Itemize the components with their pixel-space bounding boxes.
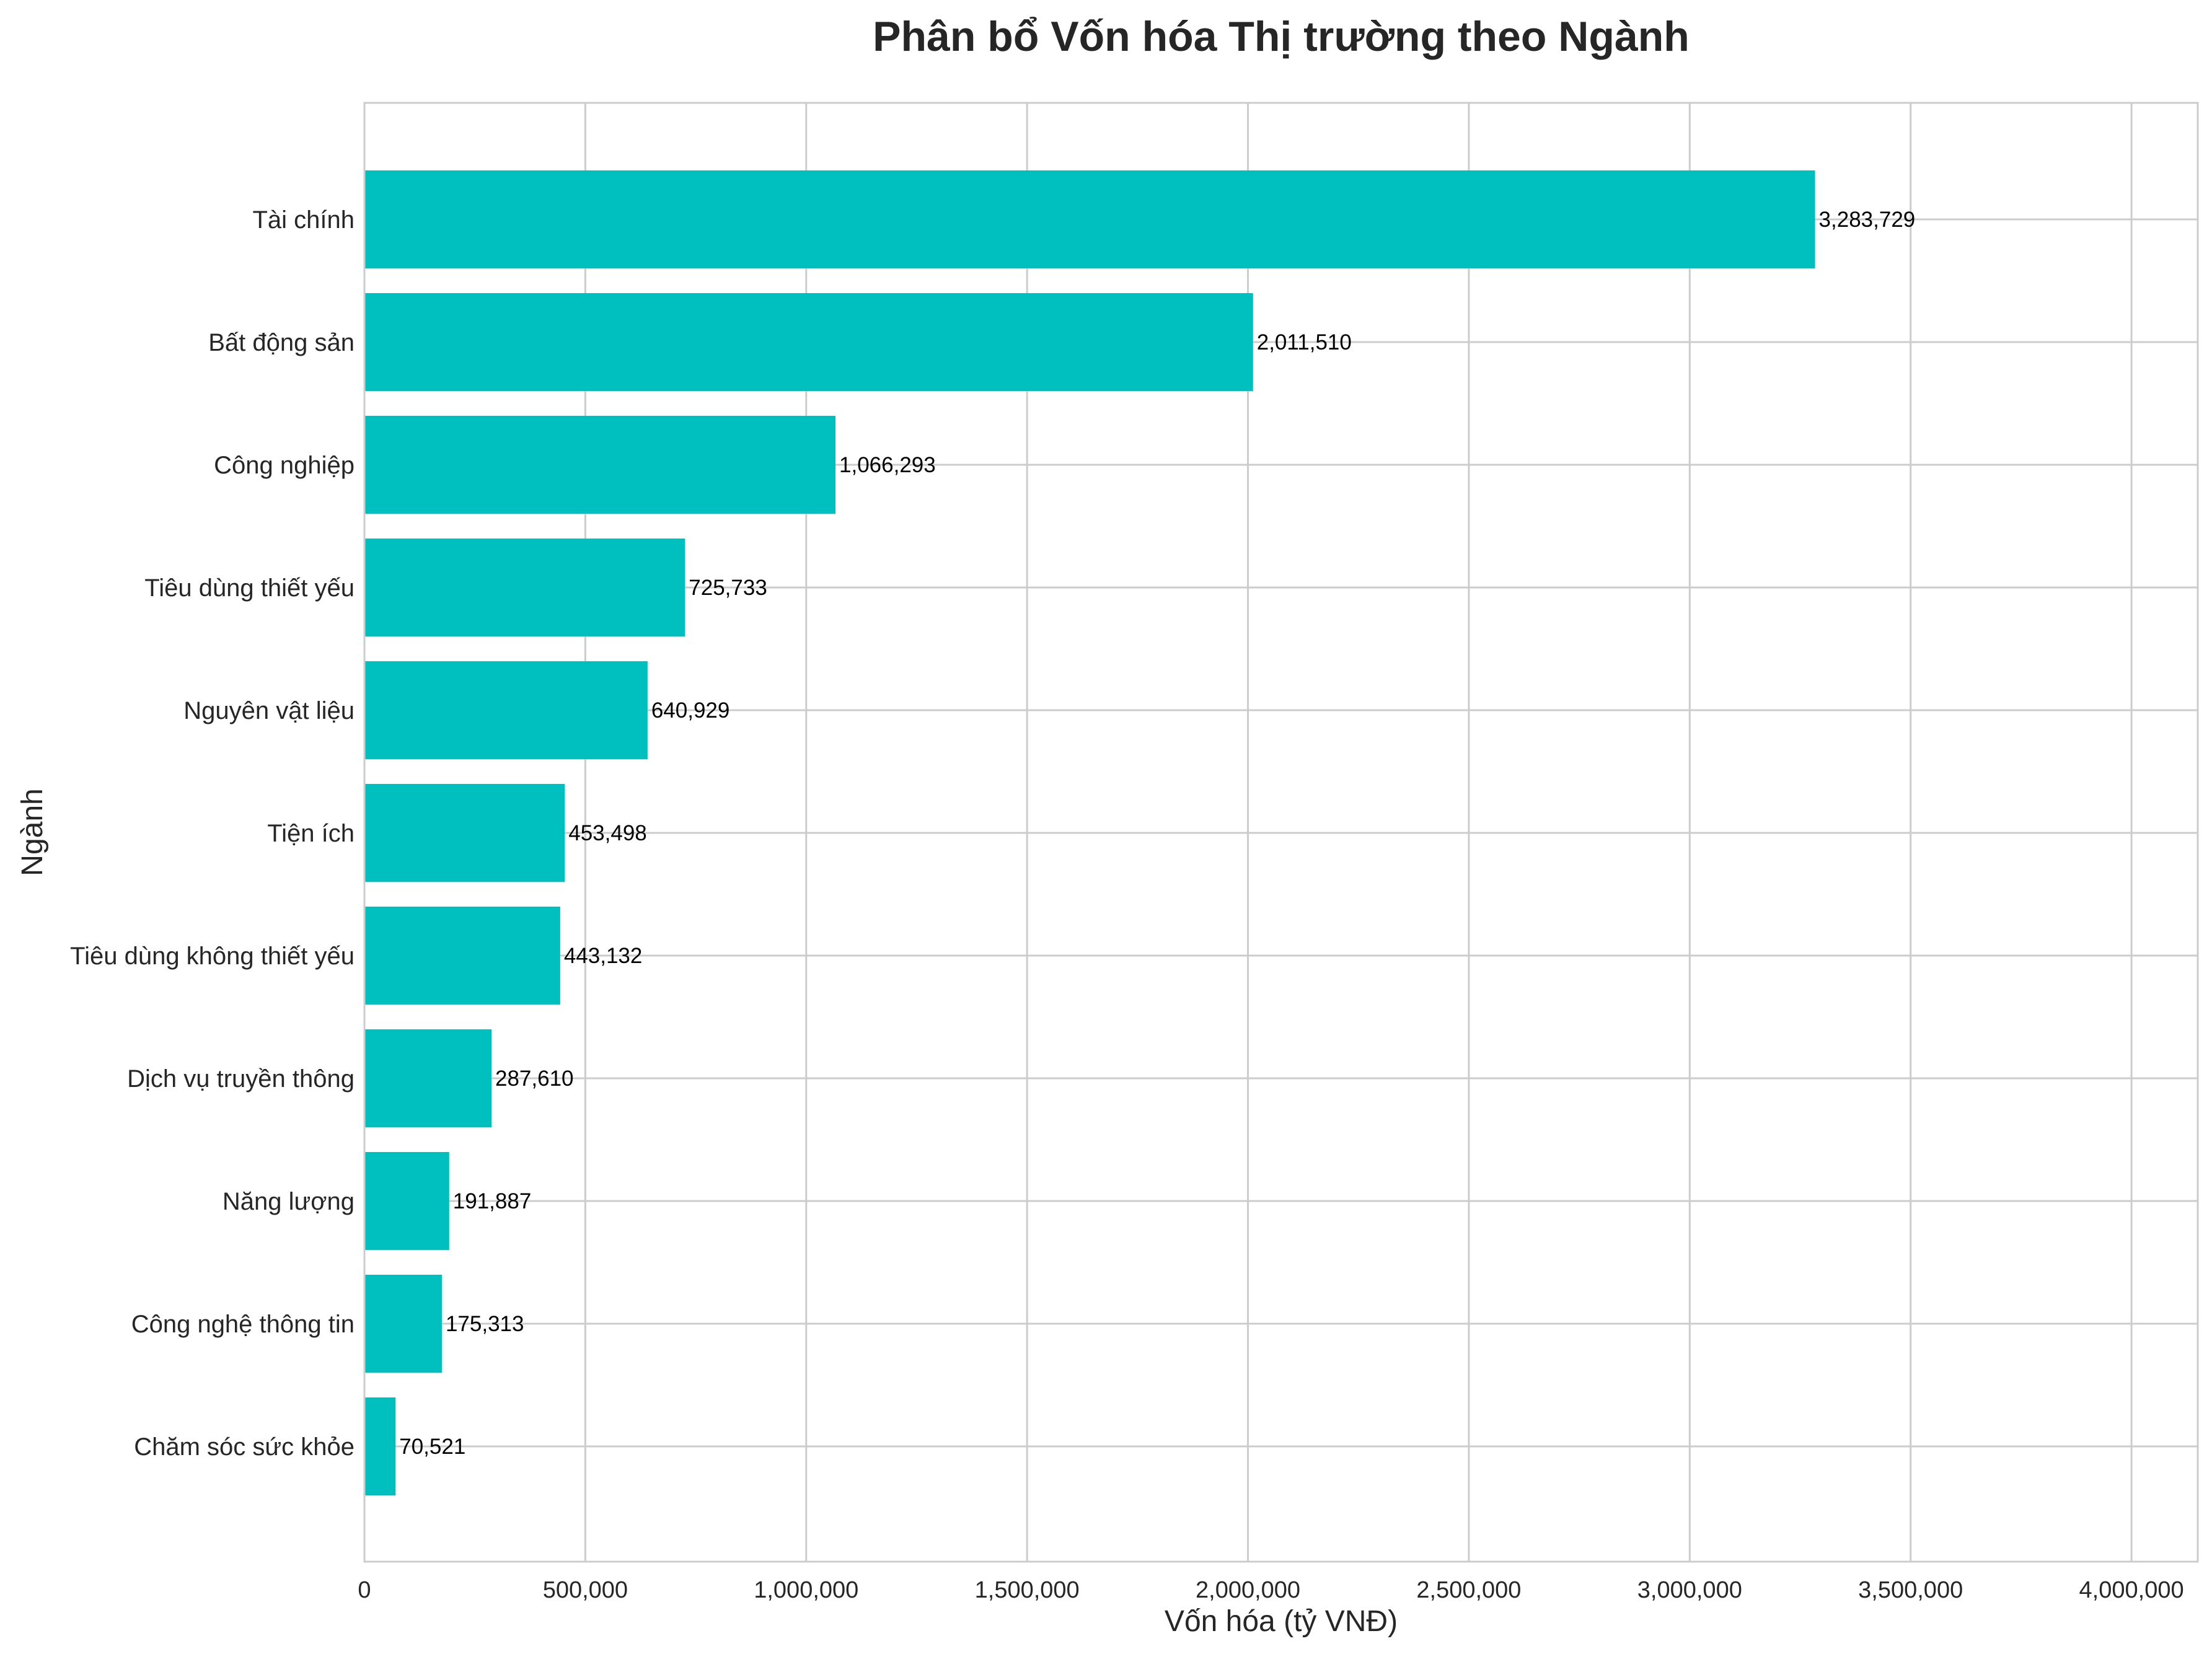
x-tick-label: 2,000,000 xyxy=(1196,1577,1300,1603)
x-tick-label: 1,500,000 xyxy=(975,1577,1080,1603)
data-labels: 3,283,729 2,011,510 1,066,293 725,733 640,92… xyxy=(399,208,1915,1459)
y-tick-label: Công nghiệp xyxy=(214,452,355,479)
bars xyxy=(364,170,1815,1495)
bar-value-label: 453,498 xyxy=(568,821,647,845)
bar-value-label: 1,066,293 xyxy=(839,453,936,477)
bar xyxy=(364,907,560,1005)
y-tick-label: Tiêu dùng thiết yếu xyxy=(144,574,355,602)
bar-value-label: 3,283,729 xyxy=(1819,208,1916,232)
chart-title: Phân bổ Vốn hóa Thị trường theo Ngành xyxy=(873,13,1690,60)
bar-value-label: 175,313 xyxy=(446,1312,524,1336)
x-tick-label: 3,500,000 xyxy=(1858,1577,1963,1603)
bar xyxy=(364,784,565,882)
y-axis-label: Ngành xyxy=(16,788,49,876)
y-tick-labels: Tài chính Bất động sản Công nghiệp Tiêu dùn… xyxy=(70,206,355,1461)
y-tick-label: Chăm sóc sức khỏe xyxy=(134,1433,355,1461)
bar-value-label: 191,887 xyxy=(453,1189,532,1213)
y-tick-label: Bất động sản xyxy=(208,329,355,356)
bar xyxy=(364,416,836,514)
y-tick-label: Năng lượng xyxy=(223,1188,355,1215)
y-tick-label: Tài chính xyxy=(252,206,355,234)
x-tick-label: 1,000,000 xyxy=(754,1577,858,1603)
x-tick-label: 3,000,000 xyxy=(1637,1577,1742,1603)
bar xyxy=(364,293,1253,391)
bar-value-label: 287,610 xyxy=(495,1067,574,1091)
bar xyxy=(364,1152,449,1250)
bar-value-label: 640,929 xyxy=(651,698,730,723)
y-tick-label: Tiêu dùng không thiết yếu xyxy=(70,943,355,970)
x-tick-label: 500,000 xyxy=(543,1577,628,1603)
x-tick-label: 4,000,000 xyxy=(2079,1577,2184,1603)
bar-value-label: 725,733 xyxy=(689,576,767,600)
bar xyxy=(364,539,685,636)
y-tick-label: Nguyên vật liệu xyxy=(183,697,355,724)
y-tick-label: Dịch vụ truyền thông xyxy=(127,1065,355,1093)
x-tick-label: 0 xyxy=(358,1577,371,1603)
x-axis-label: Vốn hóa (tỷ VNĐ) xyxy=(1165,1605,1398,1638)
y-tick-label: Công nghệ thông tin xyxy=(131,1311,355,1338)
plot-frame xyxy=(363,102,2199,1563)
bar xyxy=(364,1029,492,1127)
y-tick-label: Tiện ích xyxy=(267,820,355,847)
bar-value-label: 443,132 xyxy=(564,944,643,968)
bar xyxy=(364,1397,396,1495)
x-tick-labels: 0 500,000 1,000,000 1,500,000 2,000,000 2,500… xyxy=(358,1577,2183,1603)
bar-value-label: 70,521 xyxy=(399,1435,465,1459)
bar xyxy=(364,170,1815,268)
bar-value-label: 2,011,510 xyxy=(1257,330,1352,354)
bar xyxy=(364,1275,442,1373)
bar xyxy=(364,661,648,759)
x-tick-label: 2,500,000 xyxy=(1416,1577,1521,1603)
